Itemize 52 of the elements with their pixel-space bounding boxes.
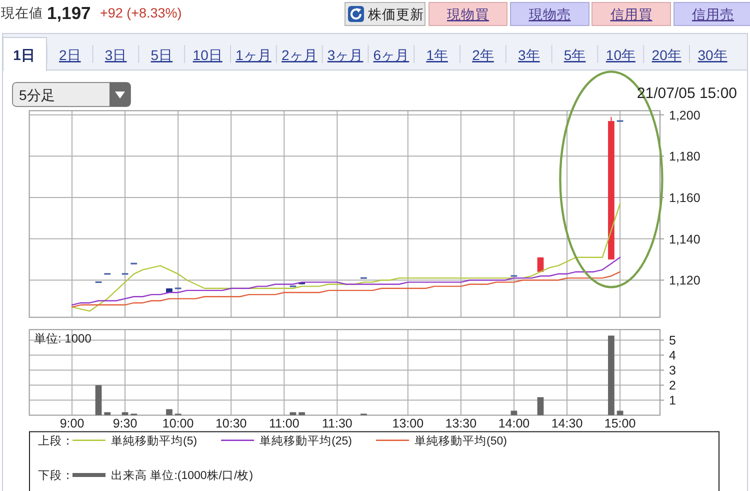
legend-title: 上段： (38, 434, 74, 448)
x-tick-label: 11:30 (322, 416, 352, 431)
legend: 下段： 出来高 単位:(1000株/口/枚) (38, 470, 254, 482)
y-tick-label: 1 (669, 394, 676, 408)
text: 2日 (59, 47, 81, 63)
x-tick-label: 11:00 (268, 416, 300, 431)
legend-label: 単純移動平均(50) (414, 434, 508, 448)
text: 現物売 (528, 7, 571, 22)
text: 5分足 (19, 87, 55, 103)
text: 5年 (564, 47, 586, 63)
text: 2年 (472, 47, 494, 63)
text: 3年 (518, 47, 540, 63)
text: 現在値 (1, 6, 43, 20)
text: 1ヶ月 (236, 47, 272, 63)
y-tick-label: 1,140 (669, 232, 700, 246)
x-tick-label: 10:30 (215, 416, 247, 431)
y-tick-label: 1,180 (669, 150, 700, 164)
legend-label: 単純移動平均(5) (111, 434, 198, 448)
x-tick-label: 13:00 (392, 416, 424, 431)
y-tick-label: 1,160 (669, 190, 700, 205)
text: 10日 (192, 47, 222, 63)
text: 5日 (150, 47, 173, 63)
legend-title: 下段： (38, 469, 74, 482)
text: 1日 (13, 47, 35, 63)
x-tick-label: 10:00 (162, 416, 194, 431)
x-tick-label: 15:00 (604, 416, 636, 431)
text: 6ヶ月 (373, 47, 410, 63)
legend-label: 単純移動平均(25) (260, 434, 352, 448)
y-tick-label: 1,120 (669, 274, 700, 288)
text: 2ヶ月 (282, 47, 318, 63)
y-tick-label: 2 (669, 378, 676, 393)
x-tick-label: 14:00 (498, 416, 530, 431)
text: 3ヶ月 (327, 47, 364, 63)
text: +92 (+8.33%) (100, 6, 182, 20)
y-tick-label: 4 (669, 348, 676, 363)
text: 1,197 (47, 3, 91, 23)
text: 10年 (606, 47, 636, 63)
y-tick-label: 5 (669, 334, 676, 348)
text: 株価更新 (367, 7, 424, 22)
x-tick-label: 9:30 (112, 416, 138, 431)
text: 20年 (652, 47, 682, 63)
text: 30年 (698, 47, 728, 63)
text: 信用売 (692, 7, 734, 22)
x-tick-label: 14:30 (551, 416, 583, 431)
text: 3日 (104, 47, 127, 63)
annotation: 単位: 1000 (34, 332, 92, 346)
x-tick-label: 9:00 (60, 416, 84, 431)
x-tick-label: 13:30 (445, 416, 477, 431)
y-tick-label: 3 (669, 364, 676, 378)
y-tick-label: 1,200 (669, 108, 700, 122)
legend-label: 出来高 単位:(1000株/口/枚) (111, 468, 254, 482)
text: 1年 (426, 47, 448, 63)
